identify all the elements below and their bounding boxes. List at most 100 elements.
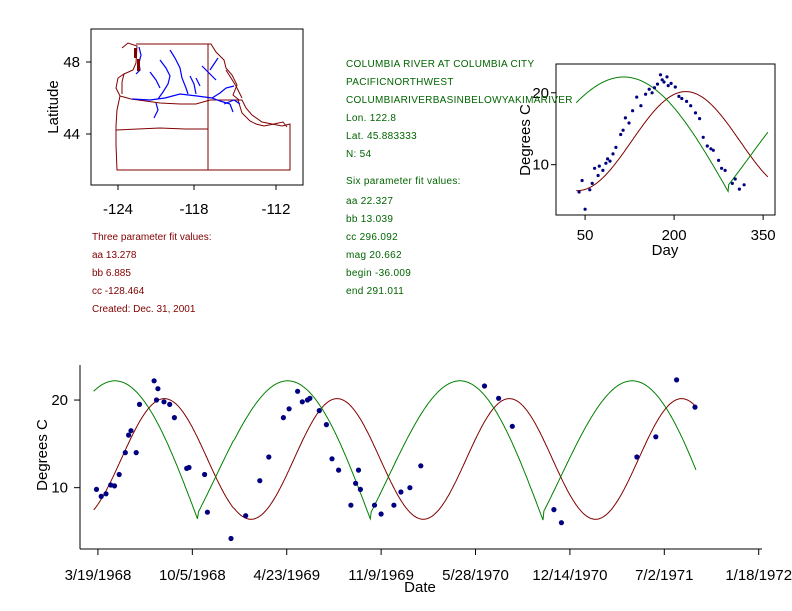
seasonal-point — [635, 95, 639, 99]
seasonal-point — [669, 81, 673, 85]
timeseries-point — [93, 486, 100, 492]
timeseries-x-tick-label: 3/19/1968 — [65, 567, 132, 584]
timeseries-point — [128, 428, 134, 434]
timeseries-point — [103, 491, 109, 497]
map-coastline-islands — [134, 48, 140, 71]
six-param-aa: aa 22.327 — [346, 196, 394, 207]
map-x-tick-label: -112 — [262, 201, 291, 218]
station-n: N: 54 — [346, 149, 372, 160]
six-param-bb: bb 13.039 — [346, 214, 394, 225]
seasonal-point — [650, 91, 654, 95]
timeseries-point — [136, 401, 143, 407]
seasonal-point — [685, 99, 689, 103]
seasonal-point — [666, 84, 670, 88]
timeseries-point — [509, 423, 515, 429]
timeseries-point — [634, 454, 640, 460]
seasonal-point — [717, 158, 721, 162]
timeseries-point — [353, 480, 359, 486]
station-lat: Lat. 45.883333 — [346, 131, 417, 142]
timeseries-y-axis-label: Degrees C — [34, 419, 51, 491]
timeseries-point — [481, 383, 488, 389]
seasonal-point — [644, 92, 648, 96]
seasonal-point — [730, 181, 734, 185]
seasonal-point — [705, 144, 709, 148]
timeseries-x-tick-label: 12/14/1970 — [532, 567, 607, 584]
three-param-cc: cc -128.464 — [92, 286, 145, 297]
timeseries-x-tick-label: 10/5/1968 — [159, 567, 226, 584]
three-param-fit-line — [93, 398, 697, 520]
timeseries-point — [171, 415, 177, 421]
seasonal-point — [665, 75, 669, 79]
station-name: COLUMBIA RIVER AT COLUMBIA CITY — [346, 59, 535, 70]
timeseries-point — [653, 434, 659, 440]
seasonal-point — [709, 147, 713, 151]
timeseries-point — [307, 395, 313, 401]
three-param-aa: aa 13.278 — [92, 250, 137, 261]
seasonal-point — [623, 116, 628, 120]
timeseries-point — [257, 478, 263, 484]
seasonal-point — [631, 109, 635, 113]
timeseries-x-axis-label: Date — [404, 579, 436, 596]
seasonal-point — [601, 168, 605, 172]
seasonal-point — [621, 128, 625, 132]
timeseries-point — [167, 401, 173, 407]
map-y-tick-label: 44 — [63, 126, 80, 143]
three-param-title: Three parameter fit values: — [92, 232, 212, 243]
seasonal-point — [733, 177, 737, 181]
timeseries-point — [133, 450, 139, 456]
rivers — [131, 46, 241, 119]
seasonal-x-tick-label: 50 — [577, 227, 594, 244]
timeseries-point — [116, 471, 122, 478]
seasonal-point — [680, 96, 684, 101]
timeseries-point — [228, 535, 234, 542]
timeseries-point — [126, 432, 132, 438]
seasonal-point — [723, 168, 727, 172]
seasonal-point — [701, 135, 705, 139]
timeseries-point — [243, 513, 249, 519]
seasonal-point — [588, 188, 592, 192]
seasonal-y-axis-label: Degrees C — [517, 104, 534, 176]
seasonal-point — [577, 190, 581, 194]
seasonal-y-tick-label: 20 — [532, 85, 549, 102]
seasonal-point — [742, 183, 746, 187]
timeseries-point — [266, 454, 272, 460]
seasonal-point — [583, 207, 587, 211]
seasonal-point — [611, 152, 615, 156]
timeseries-point — [186, 464, 192, 471]
seasonal-point — [590, 181, 594, 185]
timeseries-point — [496, 395, 502, 401]
timeseries-point — [299, 399, 305, 405]
timeseries-point — [348, 502, 354, 508]
six-param-begin: begin -36.009 — [346, 268, 412, 279]
three-param-bb: bb 6.885 — [92, 268, 131, 279]
timeseries-point — [98, 493, 104, 499]
timeseries-point — [355, 467, 362, 473]
seasonal-point — [593, 166, 597, 170]
timeseries-point — [558, 520, 565, 526]
three-param-fit-line — [576, 91, 769, 192]
timeseries-x-tick-label: 4/23/1969 — [253, 567, 320, 584]
timeseries-x-tick-label: 7/2/1971 — [635, 567, 693, 584]
seasonal-point — [604, 161, 608, 165]
seasonal-point — [608, 159, 612, 163]
timeseries-point — [280, 415, 286, 421]
timeseries-point — [378, 511, 384, 517]
timeseries-point — [153, 397, 160, 403]
seasonal-point — [639, 104, 643, 108]
station-basin: COLUMBIARIVERBASINBELOWYAKIMARIVER — [346, 95, 573, 106]
map-x-tick-label: -118 — [180, 201, 209, 218]
station-lon: Lon. 122.8 — [346, 113, 397, 124]
seasonal-point — [655, 82, 660, 86]
seasonal-frame — [555, 63, 776, 216]
seasonal-point — [677, 94, 681, 98]
timeseries-point — [674, 377, 680, 383]
station-region: PACIFICNORTHWEST — [346, 77, 454, 88]
timeseries-point — [122, 450, 128, 456]
timeseries-point — [391, 502, 397, 508]
seasonal-point — [647, 87, 651, 91]
timeseries-point — [323, 422, 329, 428]
map-axes — [86, 61, 277, 190]
six-param-mag: mag 20.662 — [346, 250, 402, 261]
timeseries-point — [407, 485, 413, 491]
